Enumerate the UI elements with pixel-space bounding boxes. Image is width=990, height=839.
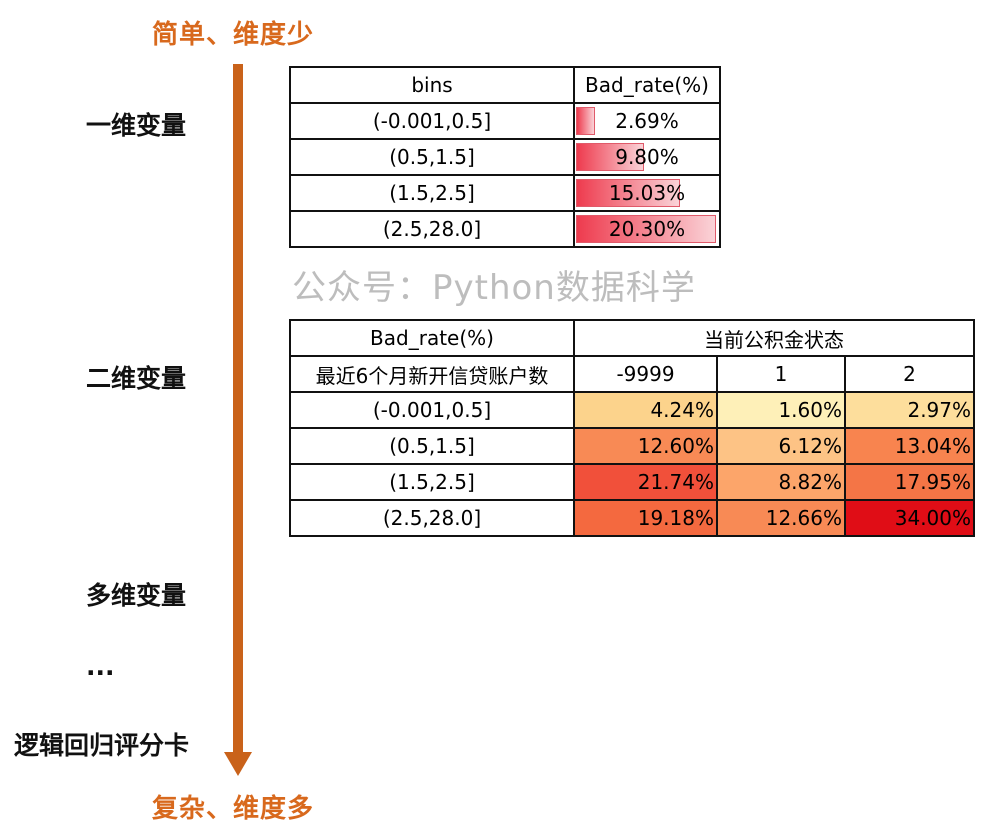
complexity-high-label: 复杂、维度多 — [152, 794, 315, 824]
heatmap-cell: 1.60% — [716, 391, 846, 429]
bad-rate-value: 2.69% — [615, 109, 679, 133]
stage-two-dimension: 二维变量 — [86, 364, 187, 393]
bad-rate-value: 15.03% — [608, 181, 686, 205]
table-header-row: 最近6个月新开信贷账户数 -9999 1 2 — [289, 355, 976, 393]
table-row: (0.5,1.5] 12.60% 6.12% 13.04% — [289, 427, 976, 465]
bad-rate-bar-cell: 9.80% — [573, 138, 721, 176]
bad-rate-bar — [576, 215, 716, 243]
one-dimension-table: bins Bad_rate(%) (-0.001,0.5] 2.69% (0.5… — [289, 66, 721, 248]
column-header: -9999 — [573, 355, 718, 393]
table-header-row: Bad_rate(%) 当前公积金状态 — [289, 319, 976, 357]
column-group-header: 当前公积金状态 — [572, 319, 976, 357]
bin-label: (-0.001,0.5] — [289, 391, 575, 429]
bad-rate-header: Bad_rate(%) — [573, 66, 721, 104]
two-dimension-table: Bad_rate(%) 当前公积金状态 最近6个月新开信贷账户数 -9999 1… — [289, 319, 976, 537]
table-row: (0.5,1.5] 9.80% — [289, 138, 721, 176]
stage-ellipsis: ... — [86, 652, 115, 681]
stage-multi-dimension: 多维变量 — [86, 581, 187, 610]
bad-rate-value: 9.80% — [615, 145, 679, 169]
bins-header: bins — [289, 66, 575, 104]
bad-rate-bar — [576, 143, 644, 171]
heatmap-cell: 6.12% — [716, 427, 846, 465]
heatmap-cell: 34.00% — [843, 499, 976, 537]
bin-label: (2.5,28.0] — [289, 499, 575, 537]
heatmap-cell: 17.95% — [843, 463, 976, 501]
column-header: 1 — [716, 355, 846, 393]
table-header-row: bins Bad_rate(%) — [289, 66, 721, 104]
bin-label: (2.5,28.0] — [289, 210, 575, 248]
stage-logistic-scorecard: 逻辑回归评分卡 — [14, 731, 190, 760]
heatmap-cell: 4.24% — [573, 391, 718, 429]
bad-rate-corner-header: Bad_rate(%) — [289, 319, 575, 357]
complexity-low-label: 简单、维度少 — [152, 20, 315, 50]
heatmap-cell: 13.04% — [843, 427, 976, 465]
bad-rate-bar-cell: 15.03% — [573, 174, 721, 212]
bin-label: (1.5,2.5] — [289, 463, 575, 501]
heatmap-cell: 2.97% — [843, 391, 976, 429]
bin-label: (0.5,1.5] — [289, 138, 575, 176]
table-row: (-0.001,0.5] 4.24% 1.60% 2.97% — [289, 391, 976, 429]
bad-rate-bar-cell: 20.30% — [573, 210, 721, 248]
heatmap-cell: 8.82% — [716, 463, 846, 501]
down-arrow-icon — [224, 752, 252, 776]
table-row: (2.5,28.0] 20.30% — [289, 210, 721, 248]
table-row: (2.5,28.0] 19.18% 12.66% 34.00% — [289, 499, 976, 537]
bad-rate-bar-cell: 2.69% — [573, 102, 721, 140]
stage-one-dimension: 一维变量 — [86, 111, 187, 140]
row-variable-header: 最近6个月新开信贷账户数 — [289, 355, 575, 393]
heatmap-cell: 12.66% — [716, 499, 846, 537]
table-row: (1.5,2.5] 21.74% 8.82% 17.95% — [289, 463, 976, 501]
watermark: 公众号：Python数据科学 — [292, 268, 696, 308]
bad-rate-bar — [576, 179, 680, 207]
heatmap-cell: 21.74% — [573, 463, 718, 501]
table-row: (-0.001,0.5] 2.69% — [289, 102, 721, 140]
complexity-arrow-shaft — [233, 64, 243, 754]
table-row: (1.5,2.5] 15.03% — [289, 174, 721, 212]
bin-label: (1.5,2.5] — [289, 174, 575, 212]
bin-label: (0.5,1.5] — [289, 427, 575, 465]
heatmap-cell: 19.18% — [573, 499, 718, 537]
column-header: 2 — [843, 355, 976, 393]
bad-rate-bar — [576, 107, 595, 135]
bin-label: (-0.001,0.5] — [289, 102, 575, 140]
heatmap-cell: 12.60% — [573, 427, 718, 465]
bad-rate-value: 20.30% — [608, 217, 686, 241]
